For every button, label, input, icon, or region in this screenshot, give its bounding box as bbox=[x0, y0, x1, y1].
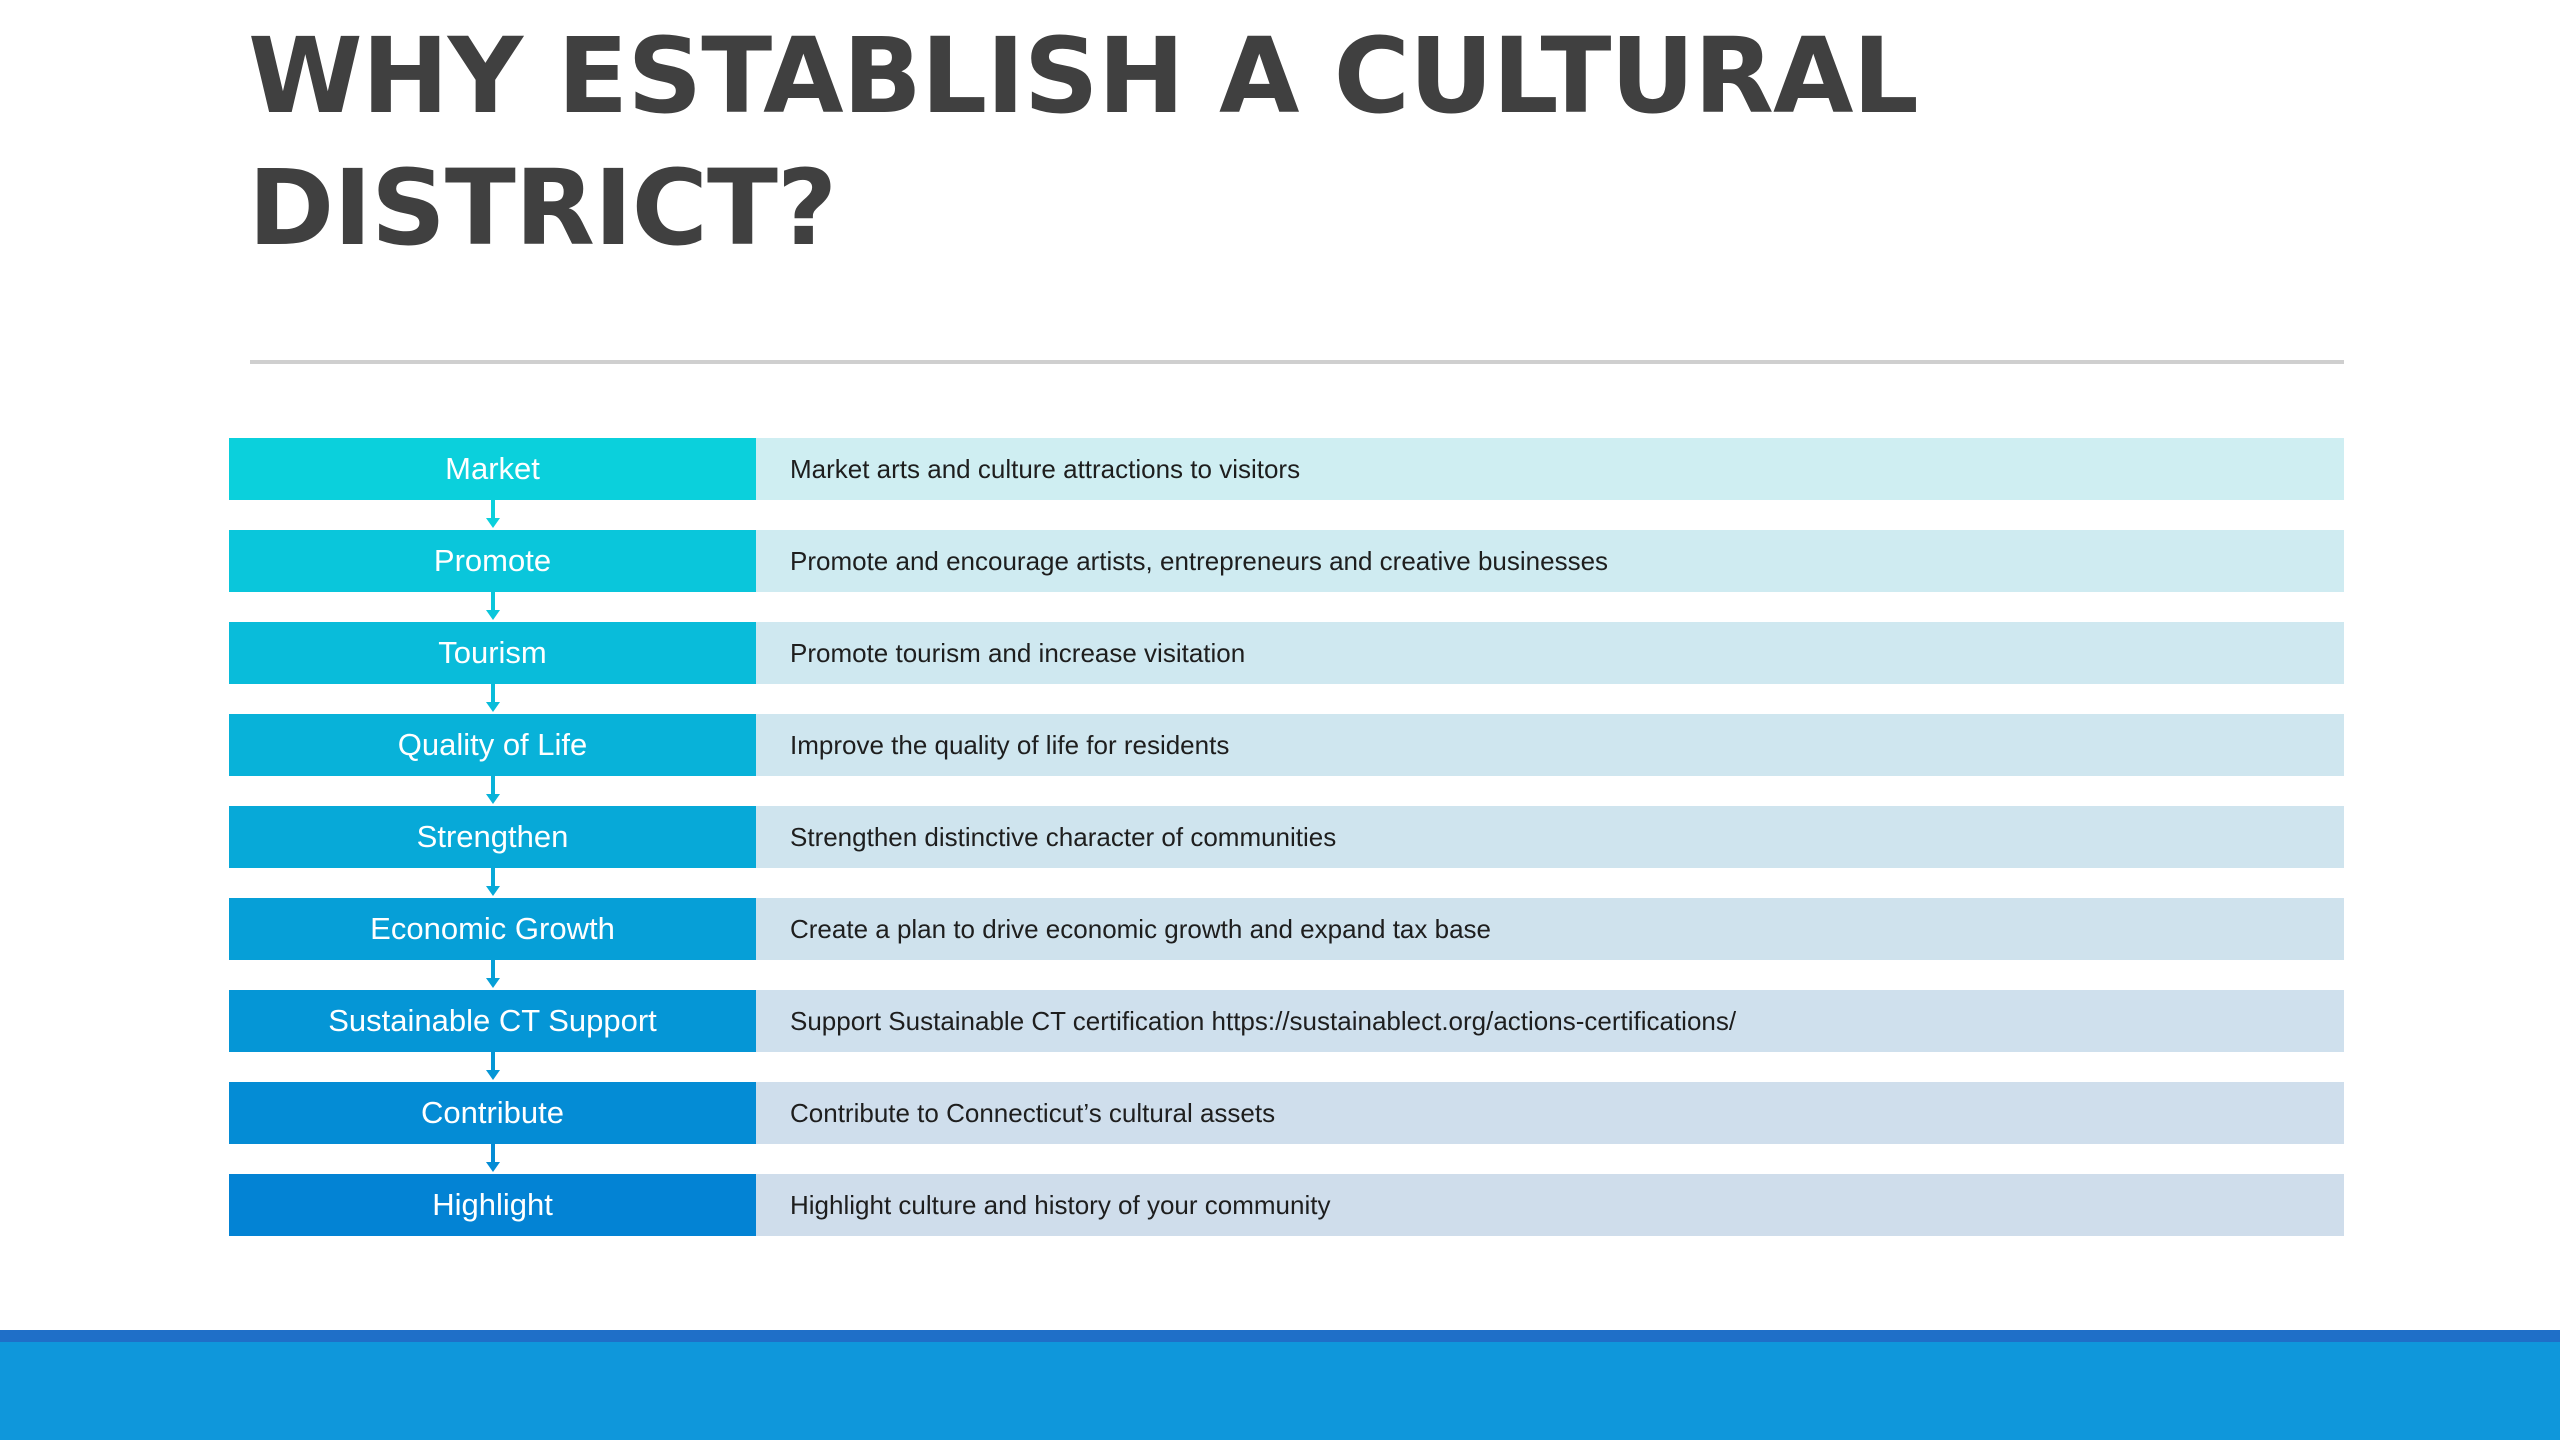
row-label: Contribute bbox=[229, 1082, 756, 1144]
down-arrow-icon bbox=[486, 960, 500, 990]
row-description: Market arts and culture attractions to v… bbox=[756, 438, 2344, 500]
row-description: Support Sustainable CT certification htt… bbox=[756, 990, 2344, 1052]
row-label: Highlight bbox=[229, 1174, 756, 1236]
list-item: Tourism Promote tourism and increase visi… bbox=[229, 622, 2344, 684]
down-arrow-icon bbox=[486, 500, 500, 530]
slide-title-line-2: DISTRICT? bbox=[248, 147, 837, 269]
list-item: Market Market arts and culture attraction… bbox=[229, 438, 2344, 500]
down-arrow-icon bbox=[486, 868, 500, 898]
row-description: Promote and encourage artists, entrepren… bbox=[756, 530, 2344, 592]
footer-band bbox=[0, 1342, 2560, 1440]
slide-title-line-1: WHY ESTABLISH A CULTURAL bbox=[248, 15, 1919, 137]
down-arrow-icon bbox=[486, 1144, 500, 1174]
list-item: Sustainable CT Support Support Sustainabl… bbox=[229, 990, 2344, 1052]
title-divider bbox=[250, 360, 2344, 364]
row-label: Economic Growth bbox=[229, 898, 756, 960]
row-description: Improve the quality of life for resident… bbox=[756, 714, 2344, 776]
row-label: Market bbox=[229, 438, 756, 500]
down-arrow-icon bbox=[486, 684, 500, 714]
row-label: Tourism bbox=[229, 622, 756, 684]
row-description: Promote tourism and increase visitation bbox=[756, 622, 2344, 684]
list-item: Promote Promote and encourage artists, en… bbox=[229, 530, 2344, 592]
row-label: Quality of Life bbox=[229, 714, 756, 776]
list-item: Contribute Contribute to Connecticut’s cu… bbox=[229, 1082, 2344, 1144]
list-item: Quality of Life Improve the quality of li… bbox=[229, 714, 2344, 776]
down-arrow-icon bbox=[486, 1052, 500, 1082]
slide-title: WHY ESTABLISH A CULTURAL DISTRICT? bbox=[248, 10, 2148, 274]
row-description: Create a plan to drive economic growth a… bbox=[756, 898, 2344, 960]
row-label: Strengthen bbox=[229, 806, 756, 868]
list-item: Strengthen Strengthen distinctive charact… bbox=[229, 806, 2344, 868]
row-description: Contribute to Connecticut’s cultural ass… bbox=[756, 1082, 2344, 1144]
list-item: Highlight Highlight culture and history o… bbox=[229, 1174, 2344, 1236]
row-description: Strengthen distinctive character of comm… bbox=[756, 806, 2344, 868]
row-description: Highlight culture and history of your co… bbox=[756, 1174, 2344, 1236]
down-arrow-icon bbox=[486, 592, 500, 622]
row-label: Promote bbox=[229, 530, 756, 592]
down-arrow-icon bbox=[486, 776, 500, 806]
row-label: Sustainable CT Support bbox=[229, 990, 756, 1052]
list-item: Economic Growth Create a plan to drive ec… bbox=[229, 898, 2344, 960]
footer-stripe bbox=[0, 1330, 2560, 1342]
